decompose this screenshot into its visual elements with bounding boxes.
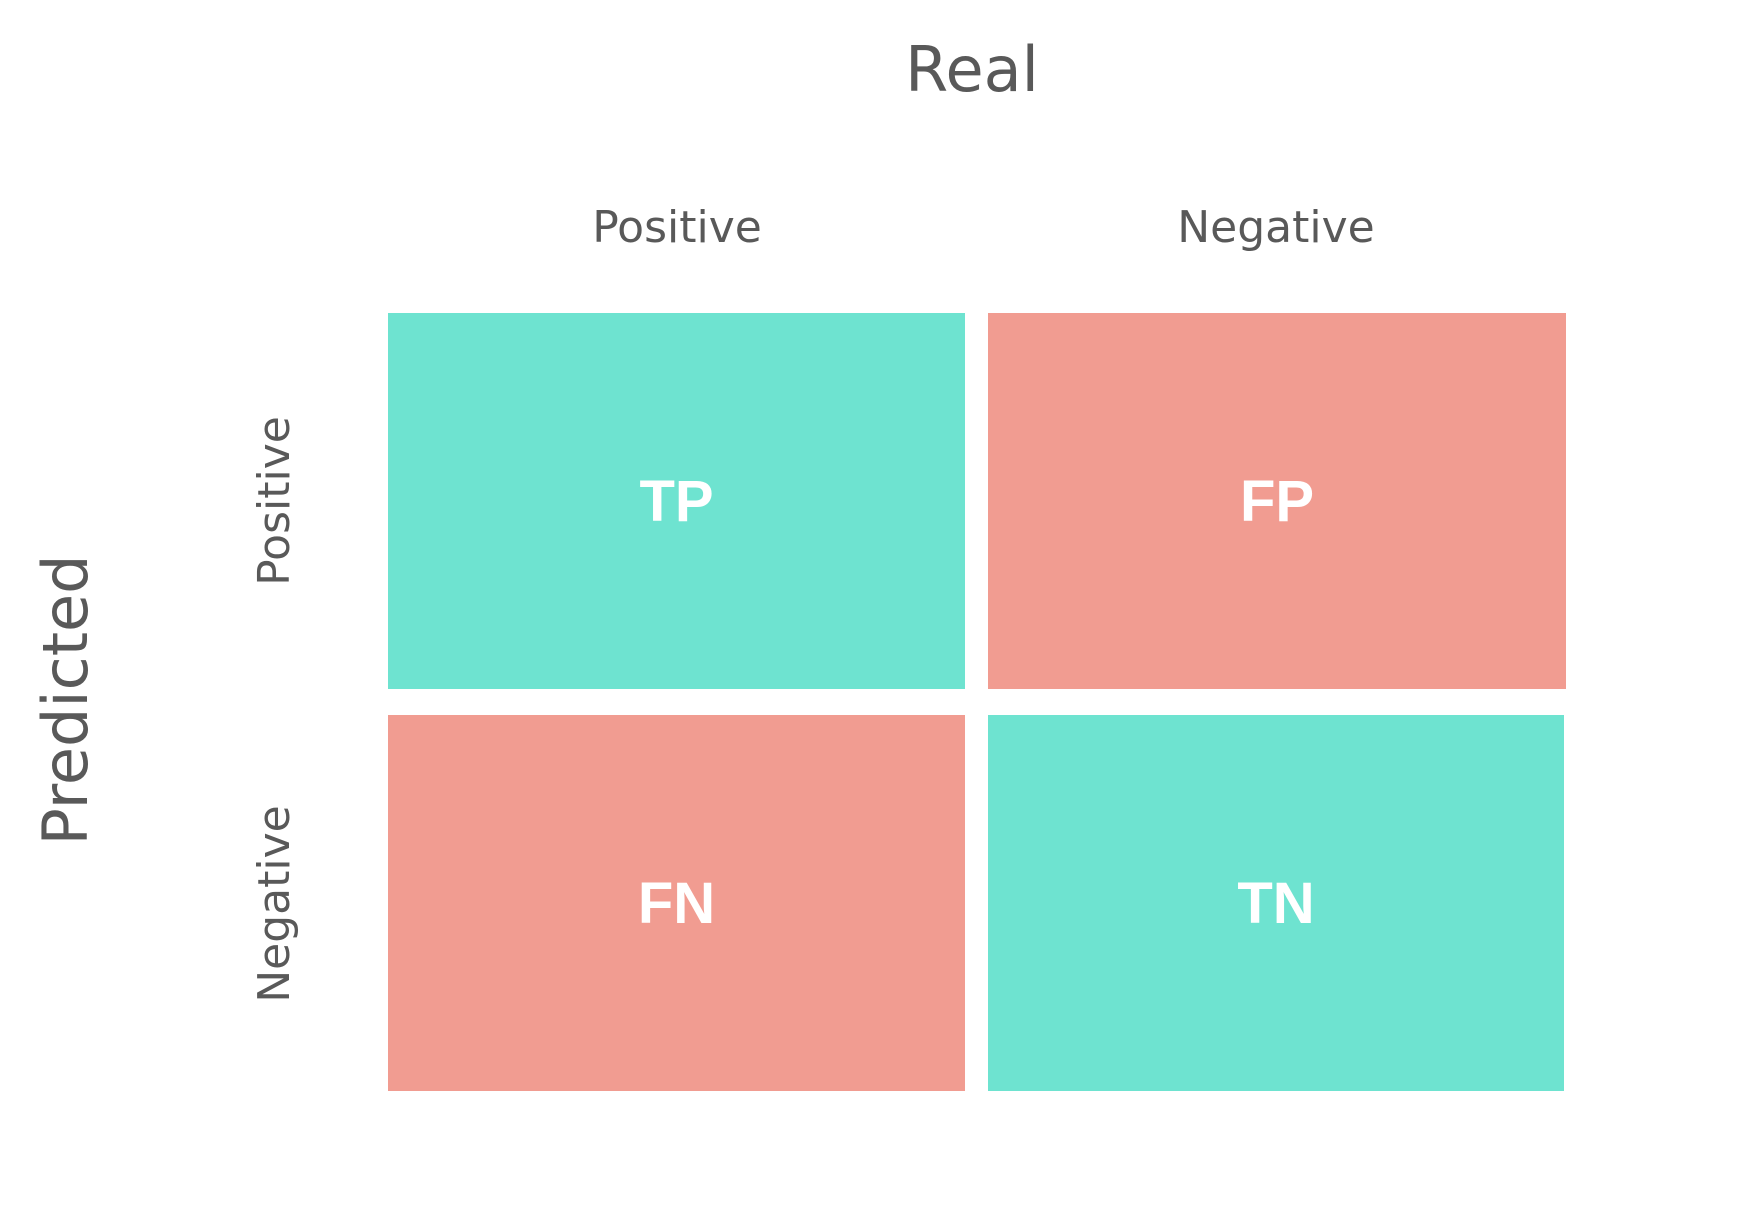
- row-label-positive: Positive: [249, 416, 300, 586]
- cell-true-positive: TP: [388, 313, 965, 689]
- real-axis-title: Real: [905, 33, 1039, 106]
- row-label-negative: Negative: [249, 805, 300, 1003]
- cell-false-positive-label: FP: [1239, 468, 1315, 534]
- predicted-axis-title: Predicted: [29, 554, 102, 846]
- column-label-positive: Positive: [592, 202, 762, 253]
- cell-true-negative-label: TN: [1237, 870, 1315, 936]
- column-label-negative: Negative: [1177, 202, 1375, 253]
- cell-false-negative: FN: [388, 715, 965, 1091]
- cell-false-negative-label: FN: [637, 870, 716, 936]
- cell-true-positive-label: TP: [639, 468, 714, 534]
- cell-false-positive: FP: [988, 313, 1566, 689]
- cell-true-negative: TN: [988, 715, 1564, 1091]
